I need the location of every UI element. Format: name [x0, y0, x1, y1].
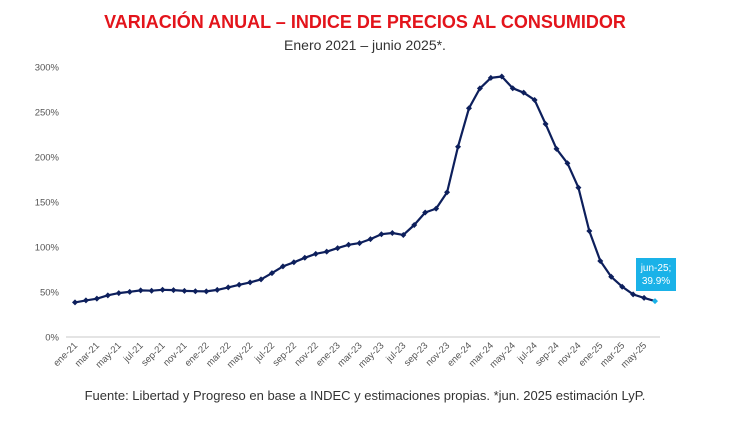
data-point	[236, 281, 243, 288]
data-point	[575, 184, 582, 191]
data-point	[115, 290, 122, 297]
data-point	[104, 292, 111, 299]
data-point	[279, 263, 286, 270]
y-tick-label: 50%	[40, 288, 60, 299]
data-point	[356, 240, 363, 247]
data-point	[312, 250, 319, 257]
chart-subtitle: Enero 2021 – junio 2025*.	[284, 37, 446, 53]
data-point	[268, 270, 275, 277]
data-point	[641, 294, 648, 301]
y-tick-label: 250%	[35, 108, 60, 119]
data-point	[367, 236, 374, 243]
data-point	[225, 284, 232, 291]
data-point	[334, 245, 341, 252]
y-tick-label: 300%	[35, 63, 60, 74]
data-point	[586, 227, 593, 234]
source-note: Fuente: Libertad y Progreso en base a IN…	[84, 388, 646, 403]
data-point	[498, 73, 505, 80]
data-point	[608, 273, 615, 280]
data-point	[509, 85, 516, 92]
y-tick-label: 200%	[35, 153, 60, 164]
data-point	[455, 143, 462, 150]
data-point	[159, 286, 166, 293]
y-tick-label: 100%	[35, 243, 60, 254]
data-point	[93, 295, 100, 302]
x-axis: ene-21mar-21may-21jul-21sep-21nov-21ene-…	[51, 336, 660, 371]
data-point	[323, 248, 330, 255]
data-point	[476, 85, 483, 92]
data-point	[290, 259, 297, 266]
data-point	[203, 288, 210, 295]
data-point	[137, 287, 144, 294]
data-point	[422, 209, 429, 216]
data-point	[258, 276, 265, 283]
data-point	[82, 297, 89, 304]
data-point	[444, 189, 451, 196]
data-point	[553, 145, 560, 152]
data-point	[411, 222, 418, 229]
data-point	[389, 229, 396, 236]
data-point	[247, 279, 254, 286]
data-point	[400, 231, 407, 238]
y-axis: 0% 50% 100% 150% 200% 250% 300%	[35, 63, 60, 344]
data-point	[72, 299, 78, 306]
data-point	[619, 283, 626, 290]
data-point	[487, 74, 494, 81]
series-ipc	[72, 73, 658, 306]
data-point	[433, 205, 440, 212]
y-tick-label: 0%	[45, 333, 59, 344]
data-point	[465, 105, 472, 112]
chart-title: VARIACIÓN ANUAL – INDICE DE PRECIOS AL C…	[104, 12, 626, 32]
data-point	[170, 287, 177, 294]
data-point	[301, 254, 308, 261]
data-point	[126, 288, 133, 295]
data-point	[564, 160, 571, 167]
data-point	[148, 287, 155, 294]
callout-jun-25: jun-25; 39.9%	[636, 258, 676, 291]
series-line	[74, 75, 656, 304]
callout-value: 39.9%	[642, 276, 670, 287]
data-point	[542, 120, 549, 127]
data-point	[192, 288, 199, 295]
data-point	[630, 291, 637, 298]
data-point	[378, 231, 385, 238]
data-point	[214, 286, 221, 293]
data-point	[597, 257, 604, 264]
data-point	[181, 287, 188, 294]
y-tick-label: 150%	[35, 198, 60, 209]
callout-box	[636, 258, 676, 291]
callout-label: jun-25;	[640, 263, 672, 274]
data-point	[520, 89, 527, 96]
data-point-highlight	[652, 298, 658, 305]
data-point	[345, 241, 352, 248]
data-point	[531, 96, 538, 103]
